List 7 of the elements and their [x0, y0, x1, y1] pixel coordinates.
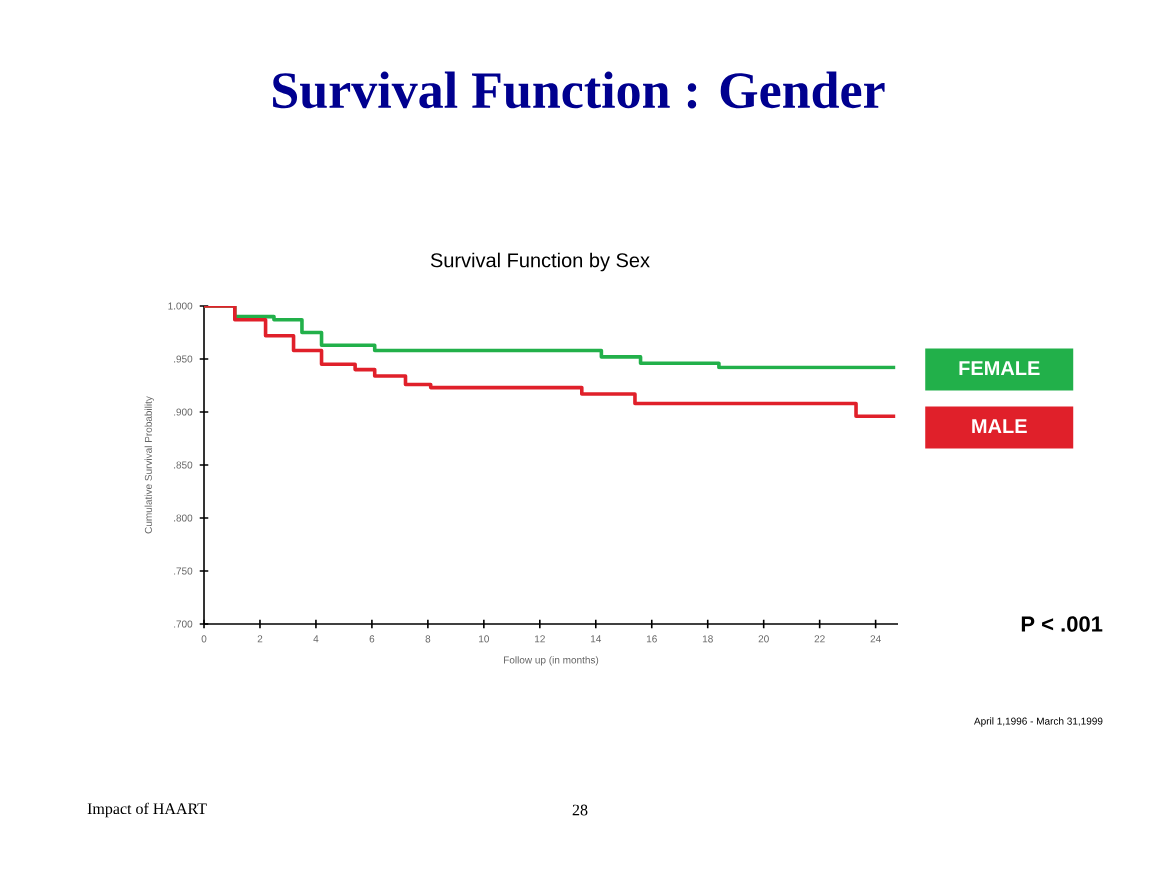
text: Impact of HAART	[87, 802, 207, 818]
text: MALE	[972, 419, 1027, 433]
text: FEMALE	[959, 361, 1040, 375]
text: 28	[572, 804, 588, 816]
text: P < .001	[1021, 616, 1103, 632]
chart-title: Survival Function : Gender	[273, 71, 885, 109]
chart-subtitle: Survival Function by Sex	[430, 252, 650, 272]
